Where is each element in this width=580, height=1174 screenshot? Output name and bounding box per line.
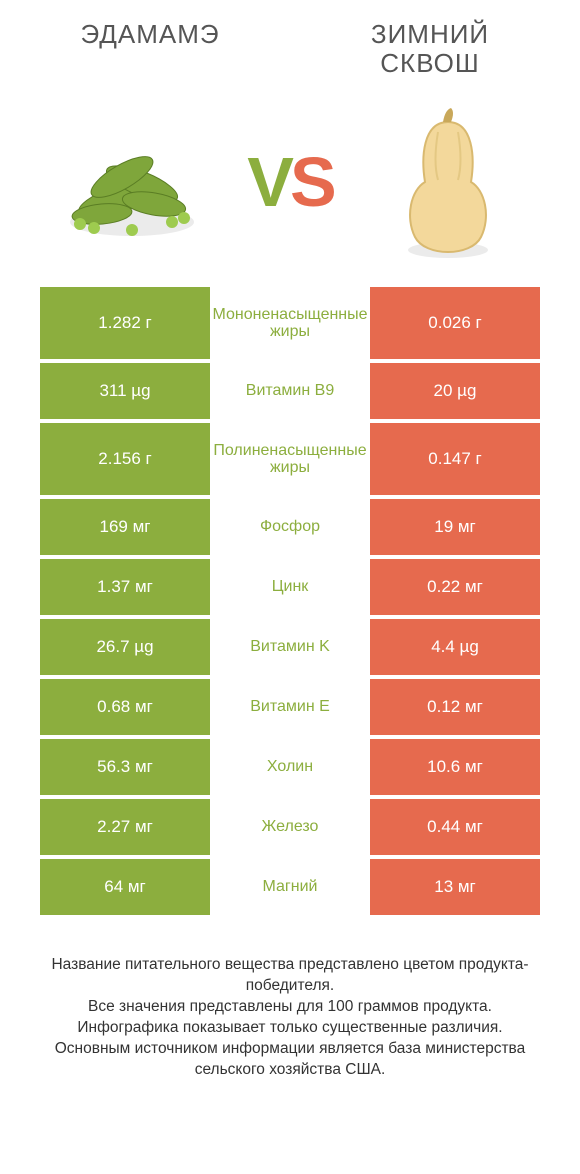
right-value: 19 мг bbox=[370, 499, 540, 555]
right-value: 0.026 г bbox=[370, 287, 540, 359]
nutrient-label: Железо bbox=[210, 799, 370, 855]
right-product-title: ЗИМНИЙ СКВОШ bbox=[330, 20, 530, 77]
vs-label: VS bbox=[247, 142, 332, 222]
left-product-title: ЭДАМАМЭ bbox=[50, 20, 250, 77]
right-value: 0.147 г bbox=[370, 423, 540, 495]
left-value: 169 мг bbox=[40, 499, 210, 555]
edamame-icon bbox=[62, 107, 202, 257]
footer-line-2: Все значения представлены для 100 граммо… bbox=[30, 997, 550, 1018]
right-value: 4.4 µg bbox=[370, 619, 540, 675]
nutrient-label: Витамин B9 bbox=[210, 363, 370, 419]
comparison-table: 1.282 гМононенасыщенные жиры0.026 г311 µ… bbox=[40, 287, 540, 915]
footer-notes: Название питательного вещества представл… bbox=[0, 915, 580, 1081]
left-value: 311 µg bbox=[40, 363, 210, 419]
vs-s: S bbox=[290, 143, 333, 221]
comparison-row: 2.156 гПолиненасыщенные жиры0.147 г bbox=[40, 423, 540, 495]
left-value: 26.7 µg bbox=[40, 619, 210, 675]
comparison-row: 1.37 мгЦинк0.22 мг bbox=[40, 559, 540, 615]
nutrient-label: Полиненасыщенные жиры bbox=[210, 423, 370, 495]
nutrient-label: Витамин E bbox=[210, 679, 370, 735]
comparison-row: 64 мгМагний13 мг bbox=[40, 859, 540, 915]
footer-line-4: Основным источником информации является … bbox=[30, 1039, 550, 1081]
images-row: VS bbox=[0, 87, 580, 287]
right-value: 20 µg bbox=[370, 363, 540, 419]
comparison-row: 311 µgВитамин B920 µg bbox=[40, 363, 540, 419]
right-value: 10.6 мг bbox=[370, 739, 540, 795]
right-value: 0.44 мг bbox=[370, 799, 540, 855]
left-value: 64 мг bbox=[40, 859, 210, 915]
comparison-row: 2.27 мгЖелезо0.44 мг bbox=[40, 799, 540, 855]
vs-v: V bbox=[247, 143, 290, 221]
right-value: 13 мг bbox=[370, 859, 540, 915]
left-value: 1.282 г bbox=[40, 287, 210, 359]
nutrient-label: Цинк bbox=[210, 559, 370, 615]
comparison-row: 26.7 µgВитамин K4.4 µg bbox=[40, 619, 540, 675]
nutrient-label: Витамин K bbox=[210, 619, 370, 675]
nutrient-label: Мононенасыщенные жиры bbox=[210, 287, 370, 359]
footer-line-1: Название питательного вещества представл… bbox=[30, 955, 550, 997]
comparison-row: 0.68 мгВитамин E0.12 мг bbox=[40, 679, 540, 735]
header: ЭДАМАМЭ ЗИМНИЙ СКВОШ bbox=[0, 0, 580, 87]
comparison-row: 56.3 мгХолин10.6 мг bbox=[40, 739, 540, 795]
nutrient-label: Фосфор bbox=[210, 499, 370, 555]
nutrient-label: Магний bbox=[210, 859, 370, 915]
left-value: 0.68 мг bbox=[40, 679, 210, 735]
right-value: 0.12 мг bbox=[370, 679, 540, 735]
left-value: 2.156 г bbox=[40, 423, 210, 495]
squash-icon bbox=[378, 107, 518, 257]
left-value: 56.3 мг bbox=[40, 739, 210, 795]
comparison-row: 1.282 гМононенасыщенные жиры0.026 г bbox=[40, 287, 540, 359]
left-value: 1.37 мг bbox=[40, 559, 210, 615]
left-value: 2.27 мг bbox=[40, 799, 210, 855]
comparison-row: 169 мгФосфор19 мг bbox=[40, 499, 540, 555]
nutrient-label: Холин bbox=[210, 739, 370, 795]
footer-line-3: Инфографика показывает только существенн… bbox=[30, 1018, 550, 1039]
right-value: 0.22 мг bbox=[370, 559, 540, 615]
